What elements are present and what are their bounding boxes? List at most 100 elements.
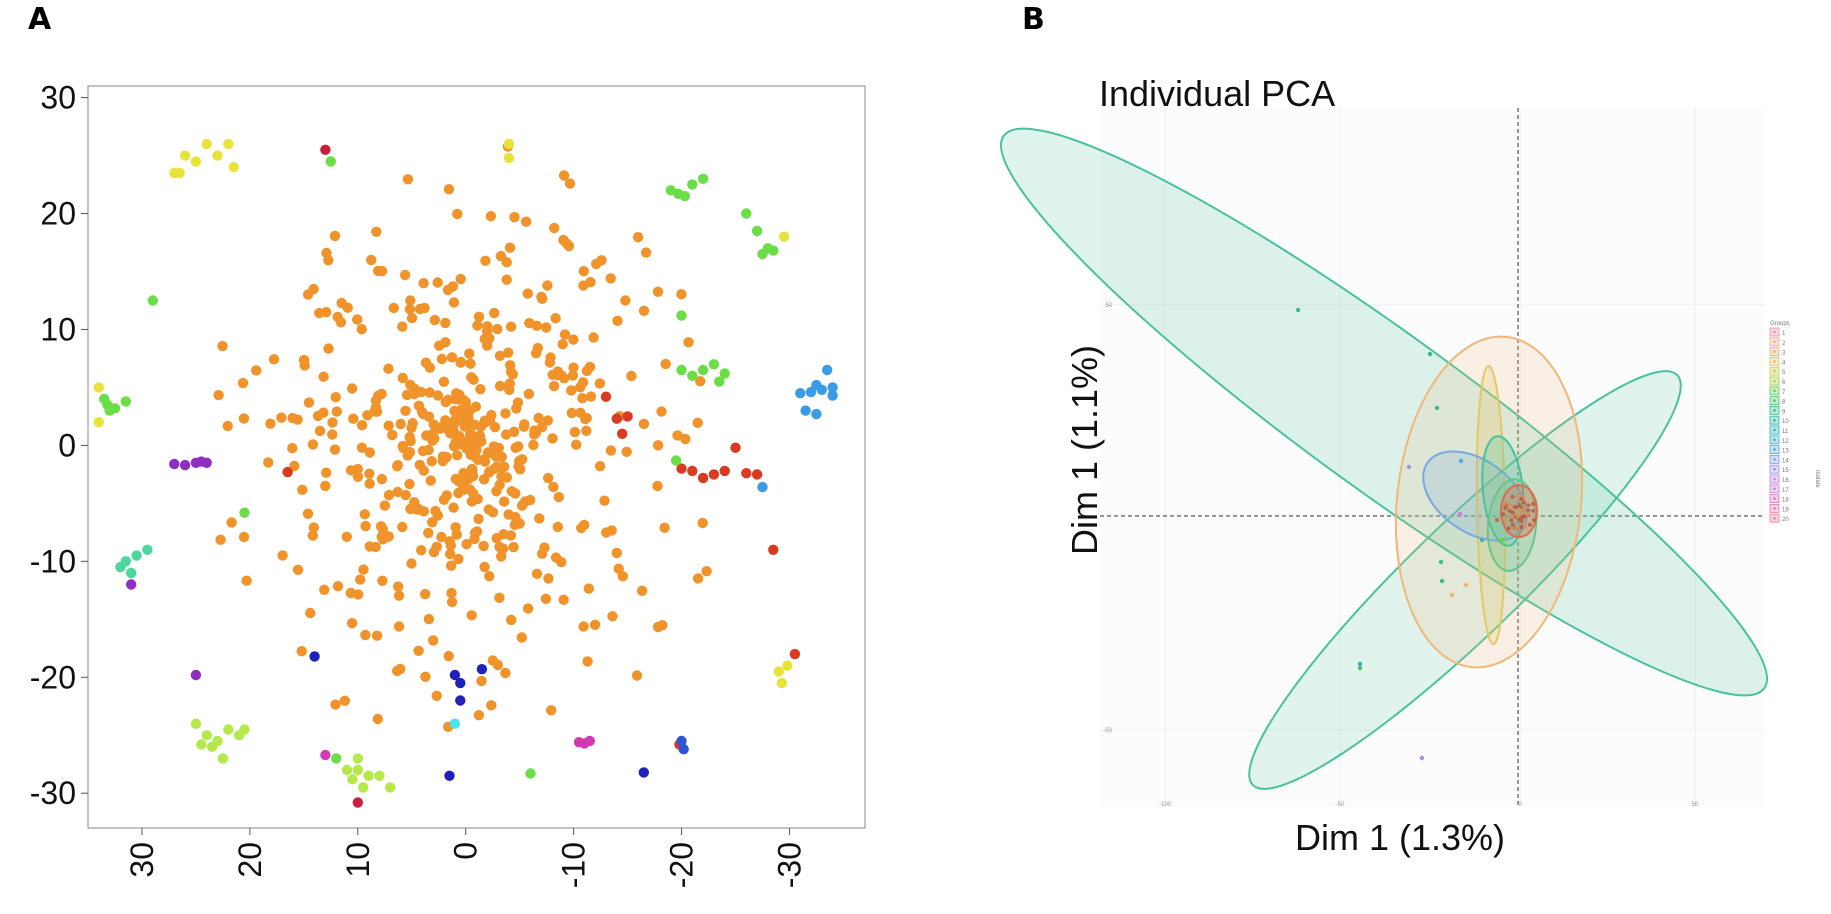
orange-point [499, 496, 510, 507]
orange-point [529, 429, 540, 440]
teal-point [126, 567, 137, 579]
orange-point [489, 307, 500, 319]
sky-point [805, 386, 817, 398]
orange-point [589, 619, 601, 630]
orange-point [493, 442, 504, 453]
orange-point [528, 439, 539, 451]
legend-swatch [1769, 454, 1780, 464]
green-point [525, 768, 536, 779]
lime-point [347, 774, 358, 785]
orange-point [369, 406, 380, 417]
legend-swatch [1769, 366, 1780, 376]
pca-core-point [1519, 497, 1524, 501]
orange-point [438, 494, 450, 505]
orange-point [432, 390, 444, 401]
orange-point [492, 659, 503, 671]
sky-point [811, 379, 822, 391]
orange-point [307, 530, 318, 541]
orange-point [536, 291, 547, 303]
orange-point [431, 690, 442, 701]
orange-point [371, 630, 383, 641]
orange-point [292, 564, 304, 575]
yellow-point [169, 167, 180, 179]
y-tick-label: 0 [58, 427, 76, 463]
ellipse-red-core [1500, 484, 1538, 538]
orange-point [483, 504, 494, 515]
orange-point [323, 343, 334, 354]
lime-point [223, 724, 234, 735]
pca-point [1295, 307, 1301, 313]
orange-point [424, 387, 435, 398]
orange-point [485, 211, 497, 222]
x-tick-label: 0 [448, 842, 484, 860]
orange-point [566, 385, 577, 396]
orange-point [564, 178, 576, 189]
orange-point [495, 250, 507, 262]
orange-point [578, 266, 589, 277]
orange-point [621, 446, 632, 457]
green-point [679, 190, 690, 202]
ellipse-blue-small [1422, 450, 1528, 542]
purple-point [179, 459, 191, 471]
pca-core-point [1507, 508, 1512, 513]
pca-point [1357, 665, 1363, 671]
orange-point [479, 561, 490, 573]
red-point [730, 442, 741, 453]
pca-core-point [1524, 512, 1529, 517]
legend-swatch-dot [1773, 507, 1776, 510]
orange-point [550, 313, 561, 324]
pca-core-point [1515, 494, 1520, 499]
pca-core-point [1510, 506, 1515, 510]
yellow-point [503, 138, 515, 150]
orange-point [506, 614, 517, 626]
orange-point [321, 307, 332, 318]
lime-point [358, 782, 369, 793]
pca-point [1419, 755, 1425, 761]
orange-point [458, 467, 469, 479]
orange-point [548, 380, 560, 392]
blue-point [676, 735, 687, 747]
orange-point [505, 366, 517, 378]
orange-point [594, 461, 606, 472]
orange-point [448, 297, 460, 308]
orange-point [652, 621, 664, 633]
orange-point [414, 303, 426, 315]
orange-point [482, 321, 493, 332]
green-point [697, 364, 709, 376]
orange-point [305, 607, 316, 619]
purple-point [201, 457, 212, 468]
green-point [104, 405, 115, 416]
orange-point [430, 505, 441, 517]
orange-point [448, 502, 459, 513]
orange-point [302, 508, 314, 519]
legend-swatch [1769, 405, 1780, 415]
pca-core-point [1526, 508, 1531, 513]
pca-core-point [1509, 518, 1514, 523]
lime-point [239, 724, 250, 735]
orange-point [503, 347, 514, 358]
orange-point [402, 174, 414, 185]
orange-point [540, 593, 552, 604]
orange-point [318, 371, 329, 382]
orange-point [238, 413, 250, 424]
y-tick-label: -30 [30, 775, 76, 811]
orange-point [503, 509, 514, 520]
orange-point [213, 389, 224, 401]
orange-point [599, 495, 610, 506]
orange-point [510, 488, 521, 499]
navy-point [638, 767, 649, 778]
pca-core-point [1523, 525, 1528, 529]
yellow-point [776, 677, 788, 689]
pca-core-point [1528, 522, 1532, 527]
orange-point [392, 486, 403, 498]
orange-point [583, 583, 594, 594]
orange-point [397, 440, 408, 452]
orange-point [549, 222, 560, 234]
orange-point [605, 445, 617, 456]
orange-point [561, 238, 572, 249]
orange-point [371, 226, 382, 237]
pca-core-point [1520, 515, 1525, 520]
red-point [719, 465, 730, 477]
orange-point [552, 521, 563, 533]
teal-point [115, 561, 126, 573]
